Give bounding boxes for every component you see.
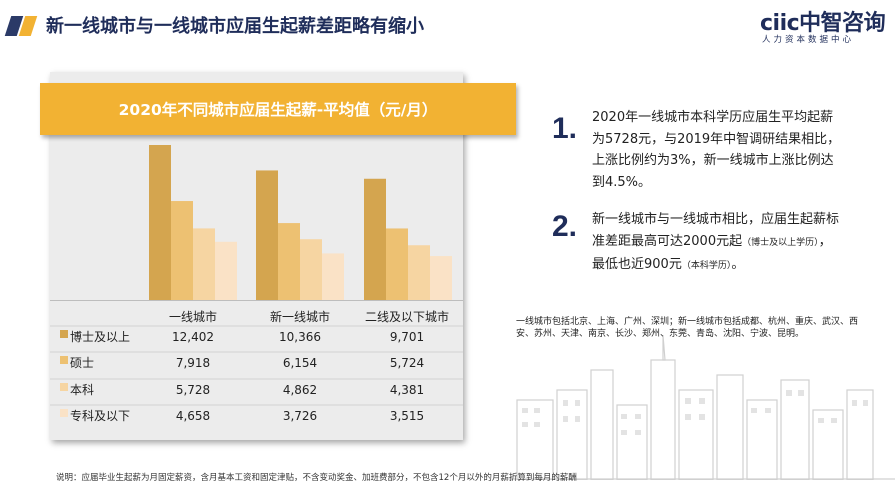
point-2-note-1: （博士及以上学历） [742, 237, 819, 248]
legend-label-2: 硕士 [70, 356, 94, 370]
value-label-2-2: 6,154 [283, 356, 317, 370]
footnote: 说明：应届毕业生起薪为月固定薪资，含月基本工资和固定津贴，不含变动奖金、加班费部… [56, 473, 577, 483]
bar-2-3 [386, 228, 408, 300]
logo-wordmark: ciic中智咨询 [760, 11, 886, 36]
bar-1-1 [149, 145, 171, 300]
bar-4-2 [322, 253, 344, 300]
point-1-number: 1. [552, 112, 578, 145]
legend-swatch-4 [60, 409, 68, 417]
bar-1-3 [364, 178, 386, 300]
value-label-4-2: 3,726 [283, 409, 317, 423]
city-definition-note: 一线城市包括北京、上海、广州、深圳；新一线城市包括成都、杭州、重庆、武汉、西安、… [516, 317, 859, 339]
legend-swatch-3 [60, 383, 68, 391]
point-2-end: 。 [731, 257, 745, 272]
category-label-1: 一线城市 [169, 309, 217, 324]
chart-title: 2020年不同城市应届生起薪-平均值（元/月） [118, 101, 438, 119]
company-logo: ciic中智咨询 人力资本数据中心 [760, 5, 886, 47]
bar-3-3 [408, 245, 430, 300]
value-label-2-3: 5,724 [390, 356, 424, 370]
bar-4-1 [215, 241, 237, 300]
city-skyline-illustration [505, 334, 895, 480]
value-label-4-3: 3,515 [390, 409, 424, 423]
value-label-4-1: 4,658 [176, 409, 210, 423]
chart-title-banner: 2020年不同城市应届生起薪-平均值（元/月） [40, 83, 516, 135]
point-2-note-2: （本科学历） [681, 261, 732, 271]
point-2-text: 新一线城市与一线城市相比，应届生起薪标准差距最高可达2000元起（博士及以上学历… [592, 209, 840, 278]
page-title: 新一线城市与一线城市应届生起薪差距略有缩小 [46, 16, 424, 37]
point-1-text: 2020年一线城市本科学历应届生平均起薪为5728元，与2019年中智调研结果相… [592, 110, 841, 190]
category-label-3: 二线及以下城市 [365, 309, 449, 324]
logo-subtitle: 人力资本数据中心 [762, 35, 855, 45]
bar-2-1 [171, 201, 193, 300]
value-label-3-3: 4,381 [390, 383, 424, 397]
legend-label-3: 本科 [70, 383, 94, 397]
bar-4-3 [430, 256, 452, 300]
bar-2-2 [278, 223, 300, 300]
legend-swatch-1 [60, 330, 68, 338]
legend-label-1: 博士及以上 [70, 329, 130, 344]
value-label-3-1: 5,728 [176, 383, 210, 397]
point-2-number: 2. [552, 210, 578, 243]
point-2-main: 新一线城市与一线城市相比，应届生起薪标准差距最高可达2000元起 [592, 212, 840, 249]
legend-label-4: 专科及以下 [70, 408, 130, 423]
value-label-1-1: 12,402 [172, 330, 214, 344]
legend-swatch-2 [60, 356, 68, 364]
value-label-2-1: 7,918 [176, 356, 210, 370]
bar-1-2 [256, 170, 278, 300]
bar-3-1 [193, 228, 215, 300]
point-2-mid: ，最低也近900元 [592, 233, 832, 273]
bar-3-2 [300, 239, 322, 300]
category-label-2: 新一线城市 [270, 309, 330, 324]
value-label-1-3: 9,701 [390, 330, 424, 344]
value-label-1-2: 10,366 [279, 330, 321, 344]
value-label-3-2: 4,862 [283, 383, 317, 397]
